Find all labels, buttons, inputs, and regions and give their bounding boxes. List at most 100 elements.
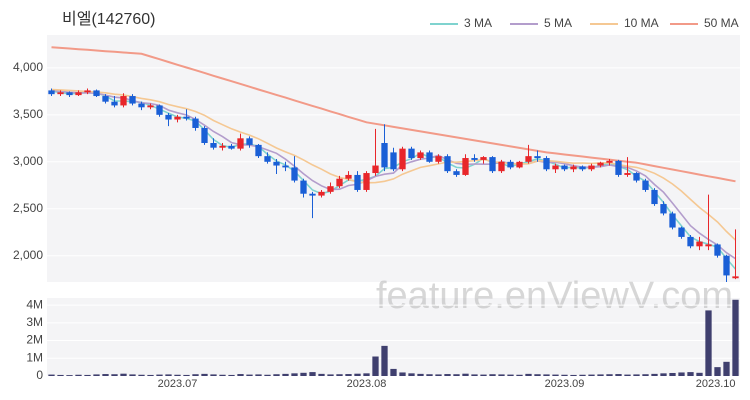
- candle-body: [75, 92, 82, 96]
- volume-bar: [318, 373, 325, 376]
- volume-bar: [642, 374, 649, 376]
- volume-bar: [273, 374, 280, 376]
- volume-bar: [201, 373, 208, 376]
- candle-body: [633, 173, 640, 181]
- volume-bar: [174, 374, 181, 376]
- y-tick-label: 1M: [26, 350, 43, 364]
- candle-body: [219, 145, 226, 148]
- volume-bar: [363, 373, 370, 376]
- candle-body: [129, 96, 136, 104]
- volume-bar: [453, 374, 460, 376]
- candle-body: [561, 165, 568, 170]
- volume-bar: [489, 374, 496, 376]
- candle-body: [597, 162, 604, 166]
- volume-bar: [309, 372, 316, 376]
- volume-bar: [129, 374, 136, 376]
- legend-label: 5 MA: [544, 16, 572, 30]
- volume-bar: [417, 373, 424, 376]
- candle-body: [300, 180, 307, 194]
- y-tick-label: 2,000: [13, 248, 43, 262]
- candle-body: [309, 193, 316, 196]
- volume-bar: [633, 374, 640, 376]
- candle-body: [354, 174, 361, 190]
- volume-bar: [264, 374, 271, 376]
- candle-body: [264, 156, 271, 162]
- volume-bar: [471, 374, 478, 376]
- candle-body: [156, 105, 163, 115]
- volume-bar: [435, 374, 442, 376]
- volume-bar: [84, 374, 91, 376]
- legend-label: 50 MA: [704, 16, 739, 30]
- volume-bar: [372, 356, 379, 376]
- candle-body: [696, 241, 703, 247]
- candle-body: [147, 105, 154, 108]
- candle-body: [723, 255, 730, 276]
- candle-body: [84, 90, 91, 93]
- candle-body: [282, 165, 289, 168]
- watermark: feature.enViewV.com: [376, 275, 733, 317]
- volume-bar: [606, 374, 613, 376]
- volume-bar: [507, 374, 514, 376]
- volume-bar: [579, 374, 586, 376]
- candle-body: [381, 143, 388, 168]
- candle-body: [543, 158, 550, 170]
- candle-body: [534, 156, 541, 159]
- candle-body: [237, 138, 244, 149]
- candle-body: [426, 152, 433, 162]
- y-tick-label: 4,000: [13, 60, 43, 74]
- candle-body: [624, 173, 631, 175]
- candle-body: [579, 166, 586, 170]
- candle-body: [507, 161, 514, 168]
- candle-body: [687, 236, 694, 247]
- volume-bar: [246, 374, 253, 376]
- candle-body: [570, 166, 577, 170]
- volume-bar: [615, 374, 622, 376]
- y-tick-label: 3M: [26, 315, 43, 329]
- volume-bar: [705, 310, 712, 376]
- candle-body: [525, 156, 532, 162]
- volume-bar: [408, 373, 415, 376]
- volume-bar: [138, 374, 145, 376]
- volume-plot-bg: [47, 298, 740, 376]
- candle-body: [120, 96, 127, 106]
- volume-bar: [57, 374, 64, 376]
- candle-body: [255, 144, 262, 157]
- volume-bar: [219, 374, 226, 376]
- volume-bar: [426, 374, 433, 376]
- y-tick-label: 3,000: [13, 154, 43, 168]
- volume-bar: [282, 373, 289, 376]
- y-tick-label: 2,500: [13, 201, 43, 215]
- volume-bar: [192, 374, 199, 376]
- volume-bar: [390, 368, 397, 376]
- volume-bar: [570, 374, 577, 376]
- candle-body: [516, 161, 523, 168]
- candle-body: [318, 191, 325, 196]
- volume-bar: [561, 374, 568, 376]
- y-tick-label: 0: [36, 368, 43, 382]
- volume-bar: [183, 374, 190, 376]
- candle-body: [174, 116, 181, 120]
- volume-bar: [534, 374, 541, 376]
- candle-body: [138, 103, 145, 108]
- volume-bar: [111, 374, 118, 376]
- candle-body: [678, 227, 685, 237]
- volume-bar: [660, 373, 667, 376]
- candle-body: [291, 167, 298, 181]
- candle-body: [102, 96, 109, 102]
- y-tick-label: 2M: [26, 333, 43, 347]
- candle-body: [246, 138, 253, 145]
- volume-bar: [102, 374, 109, 376]
- volume-bar: [147, 374, 154, 376]
- volume-bar: [300, 372, 307, 376]
- volume-bar: [732, 299, 739, 376]
- candle-body: [273, 161, 280, 166]
- x-tick-label: 2023.07: [158, 378, 198, 390]
- x-tick-label: 2023.08: [347, 378, 387, 390]
- candle-body: [390, 152, 397, 170]
- volume-bar: [624, 374, 631, 376]
- x-tick-label: 2023.09: [545, 378, 585, 390]
- candle-body: [480, 157, 487, 160]
- candle-body: [651, 189, 658, 205]
